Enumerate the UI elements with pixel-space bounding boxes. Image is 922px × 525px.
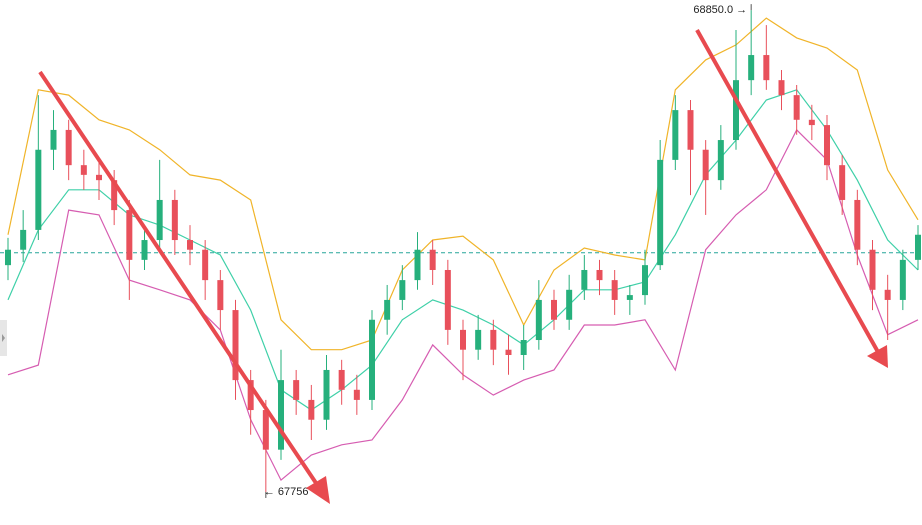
candle-body: [460, 329, 466, 350]
candle-body: [80, 165, 87, 175]
candle-body: [126, 210, 133, 260]
candle-body: [687, 110, 694, 150]
candle-body: [915, 234, 921, 260]
arrow-head: [867, 345, 888, 368]
candle-body: [611, 280, 618, 300]
candle-body: [232, 310, 239, 381]
candle-body: [808, 119, 815, 126]
side-tab-icon: [2, 334, 5, 342]
candle-body: [702, 149, 709, 181]
candle-body: [5, 249, 11, 266]
candle-body: [338, 369, 345, 390]
candle-body: [748, 55, 755, 81]
candle-body: [278, 380, 284, 450]
candle-body: [20, 229, 27, 250]
candle-body: [839, 165, 846, 200]
trend-arrows: [38, 29, 888, 504]
candle-body: [733, 80, 739, 141]
candle-body: [505, 349, 512, 355]
candle-body: [793, 95, 800, 120]
candle-body: [96, 174, 102, 181]
candle-body: [490, 329, 497, 350]
candle-body: [308, 399, 315, 420]
candle-body: [111, 180, 118, 211]
candle-body: [141, 240, 148, 260]
candle-body: [156, 199, 163, 241]
candle-body: [262, 410, 269, 450]
candle-body: [217, 280, 224, 311]
trend-arrow: [38, 70, 320, 488]
candle-body: [475, 329, 482, 350]
candle-body: [854, 199, 861, 250]
candle-body: [414, 249, 421, 281]
candle-body: [35, 149, 42, 230]
candle-body: [65, 129, 72, 166]
price-annotation: 68850.0 →: [693, 4, 747, 16]
candle-body: [551, 299, 557, 320]
candle-body: [672, 110, 679, 160]
candle-body: [444, 269, 451, 330]
candle-body: [657, 159, 664, 266]
candle-body: [323, 369, 330, 420]
candle-body: [581, 269, 588, 290]
candle-body: [763, 55, 770, 81]
candle-body: [353, 389, 360, 400]
candle-body: [384, 299, 391, 320]
trend-arrow: [695, 29, 880, 353]
candle-body: [566, 289, 573, 320]
candle-body: [596, 269, 603, 281]
candle-body: [369, 319, 375, 400]
arrow-head: [306, 476, 330, 504]
candle-body: [535, 299, 542, 341]
candle-body: [899, 259, 906, 300]
candle-body: [717, 140, 724, 181]
candle-body: [247, 380, 254, 411]
candle-body: [429, 249, 436, 270]
candle-body: [399, 280, 406, 300]
candle-body: [520, 340, 527, 355]
candle-body: [187, 240, 193, 250]
candle-body: [50, 129, 57, 150]
candle-body: [293, 380, 300, 400]
candle-body: [202, 249, 209, 281]
plot: 68850.0 → ← 67756: [0, 4, 922, 498]
candle-body: [642, 265, 648, 296]
candle-body: [626, 295, 633, 300]
price-annotation: ← 67756: [264, 486, 309, 498]
candle-body: [171, 199, 178, 241]
candle-body: [884, 289, 891, 300]
candle-body: [869, 249, 876, 290]
candle-body: [778, 80, 785, 96]
band-line: [7, 17, 919, 351]
candle-body: [824, 125, 830, 166]
